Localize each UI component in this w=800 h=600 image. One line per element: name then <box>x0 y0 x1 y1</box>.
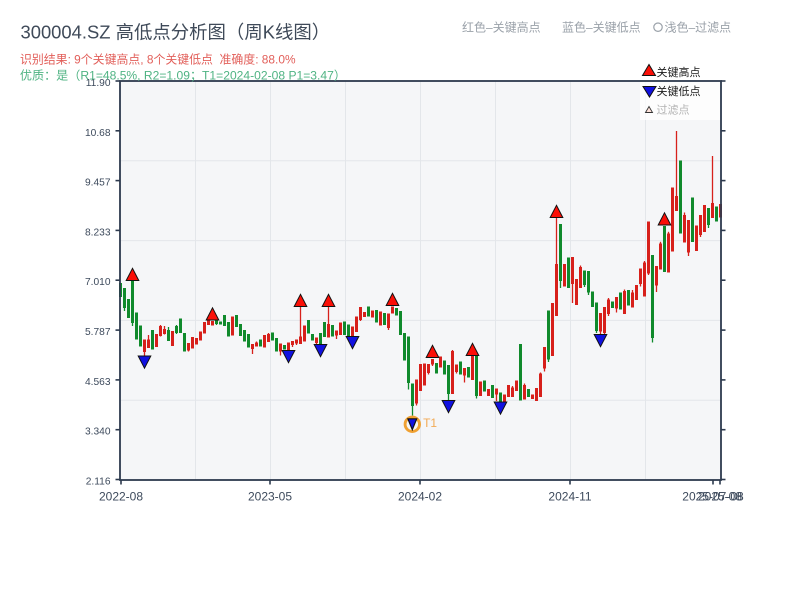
svg-text:3.340: 3.340 <box>85 427 111 438</box>
svg-text:2025-08: 2025-08 <box>698 490 742 504</box>
svg-text:10.68: 10.68 <box>85 128 111 139</box>
svg-text:2024-02: 2024-02 <box>398 490 442 504</box>
svg-text:关键低点: 关键低点 <box>657 84 701 98</box>
svg-text:浅色–过滤点: 浅色–过滤点 <box>665 21 732 35</box>
svg-text:过滤点: 过滤点 <box>657 104 690 117</box>
svg-text:优质：是（R1=48.5%, R2=1.09；T1=2024: 优质：是（R1=48.5%, R2=1.09；T1=2024-02-08 P1=… <box>20 68 346 82</box>
svg-text:2.116: 2.116 <box>86 477 111 488</box>
svg-text:4.563: 4.563 <box>85 377 111 388</box>
svg-text:红色–关键高点: 红色–关键高点 <box>462 20 541 35</box>
svg-text:识别结果: 9个关键高点, 8个关键低点 准确度: 88.: 识别结果: 9个关键高点, 8个关键低点 准确度: 88.0% <box>20 52 296 66</box>
svg-text:9.457: 9.457 <box>85 178 111 189</box>
svg-text:关键高点: 关键高点 <box>657 65 701 79</box>
svg-text:5.787: 5.787 <box>85 327 111 338</box>
svg-text:T1: T1 <box>423 416 437 430</box>
svg-text:11.90: 11.90 <box>86 78 111 89</box>
svg-text:2024-11: 2024-11 <box>548 490 591 504</box>
svg-text:2025-07-08: 2025-07-08 <box>682 490 744 504</box>
svg-text:2022-08: 2022-08 <box>99 490 143 504</box>
svg-text:蓝色–关键低点: 蓝色–关键低点 <box>562 21 641 35</box>
svg-text:7.010: 7.010 <box>85 277 111 288</box>
svg-text:8.233: 8.233 <box>85 227 111 238</box>
svg-text:2023-05: 2023-05 <box>248 490 292 504</box>
svg-text:300004.SZ 高低点分析图（周K线图）: 300004.SZ 高低点分析图（周K线图） <box>21 21 331 42</box>
